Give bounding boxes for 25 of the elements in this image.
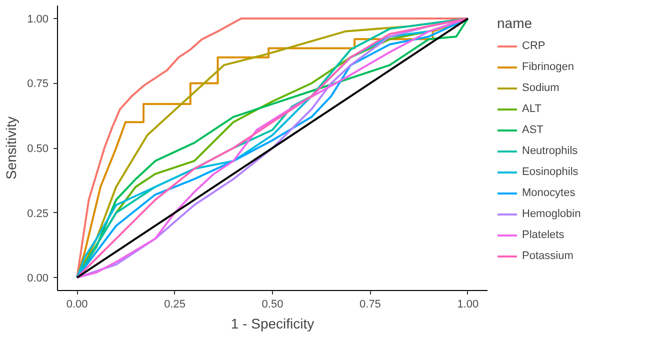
legend-label: CRP bbox=[522, 39, 546, 54]
legend-label: Fibrinogen bbox=[522, 60, 574, 75]
legend-label: Neutrophils bbox=[522, 144, 578, 159]
x-tick-label: 0.75 bbox=[360, 298, 381, 310]
x-tick-label: 1.00 bbox=[457, 298, 479, 310]
legend-label: ALT bbox=[522, 102, 542, 117]
y-tick-label: 0.00 bbox=[27, 272, 49, 285]
line-series bbox=[76, 17, 469, 279]
legend-label: Hemoglobin bbox=[522, 207, 581, 222]
x-axis-title: 1 - Specificity bbox=[230, 316, 314, 332]
x-tick-label: 0.25 bbox=[164, 298, 186, 310]
legend-label: AST bbox=[522, 123, 544, 138]
legend-label: Eosinophils bbox=[522, 165, 578, 180]
y-tick-label: 1.00 bbox=[27, 13, 49, 26]
y-tick-label: 0.25 bbox=[27, 208, 49, 220]
x-tick-label: 0.00 bbox=[66, 298, 88, 310]
legend-label: Sodium bbox=[522, 81, 560, 96]
legend-title: name bbox=[497, 15, 534, 31]
y-tick-label: 0.50 bbox=[27, 143, 49, 155]
x-tick-label: 0.50 bbox=[262, 298, 284, 310]
y-tick-label: 0.75 bbox=[27, 78, 49, 90]
legend-label: Monocytes bbox=[522, 186, 576, 201]
legend-label: Potassium bbox=[522, 249, 574, 264]
legend-label: Platelets bbox=[522, 228, 564, 243]
y-axis-title: Sensitivity bbox=[3, 116, 20, 180]
